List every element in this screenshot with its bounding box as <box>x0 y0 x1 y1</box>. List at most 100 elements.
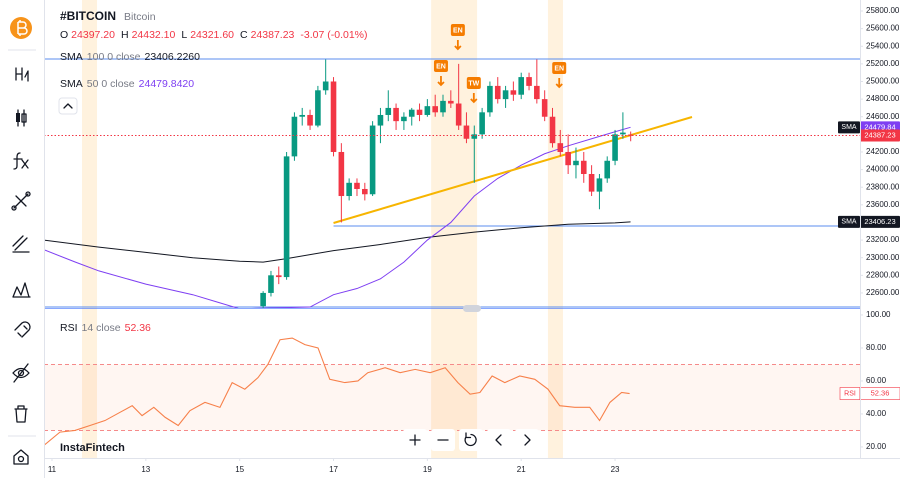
candle-body <box>291 116 298 157</box>
candle-body <box>330 81 337 152</box>
candle-body <box>338 151 345 197</box>
y-tick-label: 20.00 <box>866 442 887 451</box>
signal-arrow <box>555 78 563 89</box>
x-tick-label: 17 <box>329 465 338 474</box>
candle-body <box>612 134 618 161</box>
signal-arrow <box>454 40 462 51</box>
candle-body <box>385 107 392 115</box>
indicator-params: 100 0 close <box>87 51 141 63</box>
fib-tool[interactable] <box>12 235 30 253</box>
signal-marker <box>552 62 567 75</box>
candle-body <box>463 125 470 139</box>
candle-body <box>580 160 587 174</box>
price-badge-label: 24479.84 <box>864 122 895 131</box>
price-badge <box>860 215 900 228</box>
price-badge-label: 24387.23 <box>864 130 895 139</box>
indicator-value: 24479.8420 <box>139 78 195 90</box>
zoom-in-button[interactable] <box>403 429 427 451</box>
indicator-params: 50 0 close <box>87 78 135 90</box>
zoom-out-button[interactable] <box>431 429 455 451</box>
axes: 22600.0022800.0023000.0023200.0023400.00… <box>48 6 900 474</box>
candle-body <box>448 100 454 104</box>
symbol-name: Bitcoin <box>124 11 156 23</box>
candle-body <box>510 90 517 95</box>
y-tick-label: 60.00 <box>866 376 887 385</box>
y-tick-label: 100.00 <box>866 310 891 319</box>
bands <box>82 0 563 458</box>
candle-body <box>549 116 556 144</box>
ohlc-key: L <box>181 29 187 41</box>
y-tick-label: 24000.00 <box>866 165 900 174</box>
y-tick-label: 25200.00 <box>866 59 900 68</box>
x-tick-label: 19 <box>423 465 432 474</box>
pattern-tool[interactable] <box>12 282 31 298</box>
signal-label: EN <box>554 65 564 72</box>
scroll-left-button[interactable] <box>487 429 511 451</box>
candle-body <box>455 103 462 126</box>
scroll-right-button[interactable] <box>515 429 539 451</box>
signal-label: EN <box>436 63 446 70</box>
candle-body <box>307 114 313 126</box>
reset-button[interactable] <box>459 429 483 451</box>
signal-label: EN <box>453 27 463 34</box>
ohlc-key: O <box>60 29 68 41</box>
candle-body <box>620 132 626 135</box>
price-pane: EN EN TW EN <box>44 24 860 308</box>
y-tick-label: 22800.00 <box>866 270 900 279</box>
y-tick-label: 23600.00 <box>866 200 900 209</box>
signal-marker <box>450 24 465 37</box>
hide-tool[interactable] <box>12 363 30 383</box>
interval-tool[interactable] <box>15 67 29 82</box>
sma-line <box>44 126 631 308</box>
magnet-tool[interactable] <box>14 321 31 338</box>
collapse-button[interactable] <box>58 97 78 115</box>
trash-tool[interactable] <box>14 405 28 423</box>
rsi-badge-label: 52.36 <box>871 389 890 398</box>
candle-body <box>494 85 501 100</box>
y-tick-label: 25000.00 <box>866 77 900 86</box>
ohlc-key: H <box>121 29 129 41</box>
line-tool[interactable] <box>11 191 31 211</box>
chart-type-tool[interactable] <box>16 109 27 127</box>
symbol-icon[interactable] <box>10 17 32 39</box>
y-tick-label: 24600.00 <box>866 112 900 121</box>
y-tick-label: 25600.00 <box>866 24 900 33</box>
rsi-value: 52.36 <box>125 322 151 334</box>
candle-body <box>565 151 571 166</box>
indicator-name: SMA <box>60 51 83 63</box>
y-tick-label: 24800.00 <box>866 94 900 103</box>
ohlc-key: C <box>240 29 248 41</box>
candle-body <box>369 125 376 195</box>
settings-tool[interactable] <box>13 449 29 465</box>
candle-body <box>440 100 446 113</box>
y-tick-label: 23000.00 <box>866 253 900 262</box>
pane-resize-handle[interactable] <box>463 305 481 312</box>
y-tick-label: 22600.00 <box>866 288 900 297</box>
change: -3.07 (-0.01%) <box>300 29 367 41</box>
watermark: InstaFintech <box>60 442 125 454</box>
symbol: #BITCOIN <box>60 9 116 23</box>
zoom-controls <box>403 429 539 451</box>
x-tick-label: 11 <box>48 465 57 474</box>
y-tick-label: 25400.00 <box>866 41 900 50</box>
indicator-legend: SMA 50 0 close 24479.8420 <box>60 78 194 90</box>
candle-body <box>416 109 423 115</box>
rsi-params: 14 close <box>82 322 121 334</box>
badge-label: SMA <box>841 124 857 131</box>
candle-body <box>408 109 415 117</box>
candle-body <box>362 188 368 195</box>
signal-arrow <box>470 92 478 104</box>
indicators-tool[interactable] <box>13 152 29 170</box>
signal-marker <box>466 76 481 89</box>
indicator-legend: SMA 100 0 close 23406.2260 <box>60 51 200 63</box>
candle-body <box>557 143 564 152</box>
x-tick-label: 21 <box>517 465 526 474</box>
symbol-line: #BITCOIN Bitcoin <box>60 9 156 23</box>
candle-body <box>424 106 431 115</box>
ohlc-value: 24387.23 <box>251 29 295 41</box>
candle-body <box>627 134 634 136</box>
candle-body <box>479 112 485 135</box>
candle-body <box>299 114 306 117</box>
